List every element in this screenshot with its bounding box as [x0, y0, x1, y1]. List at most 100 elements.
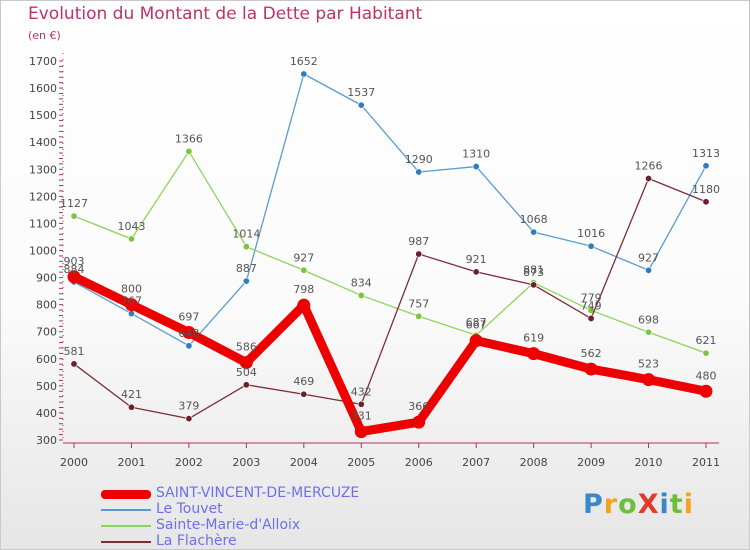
data-label-la-flach-re: 1266	[635, 159, 663, 172]
x-tick-label: 2011	[692, 456, 720, 469]
data-point-sainte-marie-d-alloix	[300, 266, 308, 274]
data-point-la-flach-re	[300, 390, 308, 398]
data-label-le-touvet: 1310	[462, 148, 490, 161]
y-tick-label: 1600	[29, 82, 57, 95]
y-tick-label: 400	[36, 407, 57, 420]
legend-item: SAINT-VINCENT-DE-MERCUZE	[101, 485, 481, 502]
y-tick-label: 500	[36, 380, 57, 393]
data-label-la-flach-re: 581	[64, 345, 85, 358]
data-label-le-touvet: 1068	[520, 213, 548, 226]
data-point-la-flach-re	[645, 174, 653, 182]
x-tick-label: 2006	[405, 456, 433, 469]
data-label-la-flach-re: 873	[523, 266, 544, 279]
y-tick-label: 1000	[29, 245, 57, 258]
y-tick-label: 1300	[29, 163, 57, 176]
y-tick-label: 1400	[29, 136, 57, 149]
y-tick-label: 1700	[29, 55, 57, 68]
data-label-sainte-marie-d-alloix: 621	[696, 334, 717, 347]
data-point-saint-vincent-de-mercuze	[642, 373, 656, 387]
data-point-saint-vincent-de-mercuze	[297, 298, 311, 312]
x-tick-label: 2002	[175, 456, 203, 469]
data-label-sainte-marie-d-alloix: 834	[351, 276, 372, 289]
chart-data-labels: 884 767 648 887 1652 1537 1290 1310 1068 1016 927 1…	[60, 55, 720, 423]
data-point-la-flach-re	[472, 268, 480, 276]
data-label-sainte-marie-d-alloix: 757	[408, 297, 429, 310]
chart-axes: 300 400 500 600 700 800 900 1000 1100 1200 1300 140…	[29, 53, 720, 469]
logo-letter: X	[637, 489, 660, 520]
data-point-le-touvet	[127, 310, 135, 318]
x-tick-label: 2007	[462, 456, 490, 469]
data-label-le-touvet: 927	[638, 251, 659, 264]
series-line-le-touvet	[73, 73, 707, 347]
data-point-la-flach-re	[415, 250, 423, 258]
logo-letter: o	[618, 489, 638, 520]
data-point-saint-vincent-de-mercuze	[527, 347, 541, 361]
data-label-le-touvet: 1652	[290, 55, 318, 68]
x-tick-label: 2004	[290, 456, 318, 469]
data-label-sainte-marie-d-alloix: 881	[523, 264, 544, 277]
data-label-la-flach-re: 749	[581, 299, 602, 312]
x-tick-label: 2001	[117, 456, 145, 469]
legend-item: Sainte-Marie-d'Alloix	[101, 517, 481, 534]
data-label-saint-vincent-de-mercuze: 523	[638, 358, 659, 371]
data-point-saint-vincent-de-mercuze	[584, 362, 598, 376]
data-label-la-flach-re: 504	[236, 366, 257, 379]
data-label-le-touvet: 1313	[692, 147, 720, 160]
data-label-saint-vincent-de-mercuze: 586	[236, 341, 257, 354]
data-point-sainte-marie-d-alloix	[702, 349, 710, 357]
data-label-sainte-marie-d-alloix: 779	[581, 291, 602, 304]
y-tick-label: 900	[36, 272, 57, 285]
data-label-sainte-marie-d-alloix: 1043	[117, 220, 145, 233]
logo-letter: i	[659, 489, 670, 520]
data-label-la-flach-re: 987	[408, 235, 429, 248]
y-tick-label: 600	[36, 353, 57, 366]
data-point-saint-vincent-de-mercuze	[412, 415, 426, 429]
data-point-le-touvet	[415, 168, 423, 176]
legend-swatch	[101, 525, 151, 527]
series-line-saint-vincent-de-mercuze	[69, 272, 711, 437]
data-label-saint-vincent-de-mercuze: 366	[408, 400, 429, 413]
data-label-sainte-marie-d-alloix: 1127	[60, 197, 88, 210]
legend-label: Sainte-Marie-d'Alloix	[156, 517, 301, 533]
data-point-saint-vincent-de-mercuze	[354, 425, 368, 439]
legend-swatch	[101, 541, 151, 543]
x-tick-label: 2005	[347, 456, 375, 469]
data-point-sainte-marie-d-alloix	[127, 235, 135, 243]
y-tick-label: 1500	[29, 109, 57, 122]
data-label-la-flach-re: 379	[178, 400, 199, 413]
legend-item: La Flachère	[101, 533, 481, 550]
data-label-sainte-marie-d-alloix: 698	[638, 313, 659, 326]
data-point-saint-vincent-de-mercuze	[469, 334, 483, 348]
data-point-le-touvet	[472, 163, 480, 171]
data-label-saint-vincent-de-mercuze: 480	[696, 369, 717, 382]
data-label-la-flach-re: 469	[293, 375, 314, 388]
data-label-la-flach-re: 1180	[692, 183, 720, 196]
data-point-saint-vincent-de-mercuze	[67, 270, 81, 284]
data-point-sainte-marie-d-alloix	[70, 212, 78, 220]
x-tick-label: 2008	[520, 456, 548, 469]
x-tick-label: 2000	[60, 456, 88, 469]
series-line-la-flach-re	[73, 177, 707, 420]
data-point-sainte-marie-d-alloix	[242, 243, 250, 251]
data-label-le-touvet: 884	[64, 263, 85, 276]
data-point-saint-vincent-de-mercuze	[182, 326, 196, 340]
proxiti-logo: ProXiti	[583, 489, 694, 520]
data-label-le-touvet: 887	[236, 262, 257, 275]
logo-letter: r	[603, 489, 619, 520]
data-point-saint-vincent-de-mercuze	[699, 384, 713, 398]
data-point-le-touvet	[530, 228, 538, 236]
y-tick-label: 700	[36, 326, 57, 339]
data-point-sainte-marie-d-alloix	[357, 291, 365, 299]
data-label-le-touvet: 767	[121, 295, 142, 308]
data-label-le-touvet: 1290	[405, 153, 433, 166]
data-point-la-flach-re	[70, 360, 78, 368]
data-label-sainte-marie-d-alloix: 927	[293, 251, 314, 264]
data-point-le-touvet	[185, 342, 193, 350]
data-label-sainte-marie-d-alloix: 687	[466, 316, 487, 329]
x-tick-label: 2003	[232, 456, 260, 469]
data-point-le-touvet	[587, 242, 595, 250]
data-label-la-flach-re: 421	[121, 388, 142, 401]
data-point-sainte-marie-d-alloix	[185, 147, 193, 155]
data-label-saint-vincent-de-mercuze: 903	[64, 255, 85, 268]
